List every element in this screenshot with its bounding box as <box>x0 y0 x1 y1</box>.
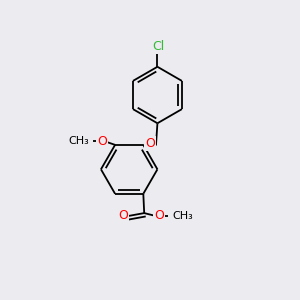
Text: O: O <box>118 209 128 222</box>
Text: Cl: Cl <box>152 40 164 53</box>
Text: O: O <box>154 209 164 222</box>
Text: O: O <box>145 137 155 150</box>
Text: CH₃: CH₃ <box>68 136 89 146</box>
Text: CH₃: CH₃ <box>173 211 194 221</box>
Text: O: O <box>97 134 106 148</box>
